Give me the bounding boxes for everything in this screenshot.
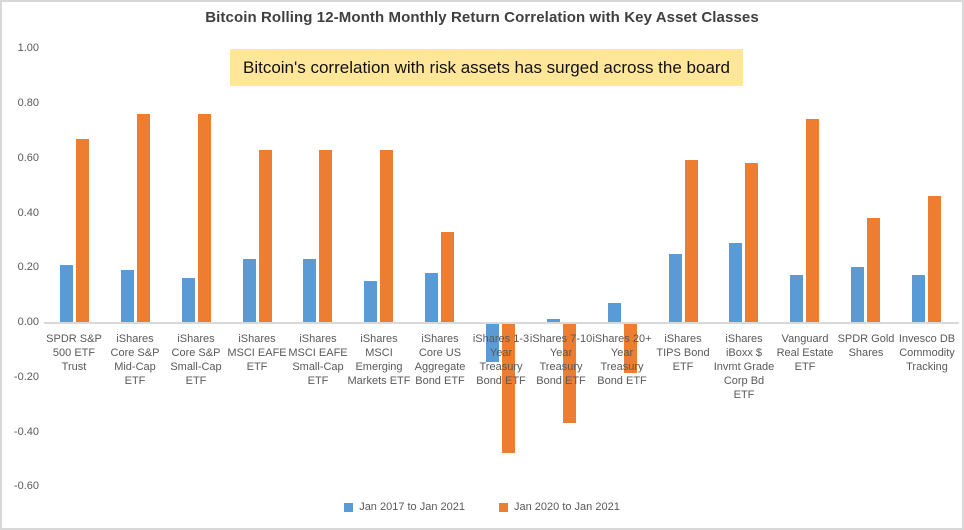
x-axis-category-label: iShares Core S&P Small-Cap ETF	[170, 333, 222, 388]
bar-series2	[928, 196, 941, 322]
x-axis-category-label: Vanguard Real Estate ETF	[776, 333, 834, 374]
legend-item: Jan 2020 to Jan 2021	[499, 501, 620, 513]
y-axis-tick-label: -0.60	[13, 480, 39, 493]
x-axis-category-label: iShares TIPS Bond ETF	[656, 333, 710, 374]
x-axis-category-label: iShares MSCI Emerging Markets ETF	[347, 333, 411, 388]
bar-series1	[729, 243, 742, 322]
bar-series1	[547, 319, 560, 322]
bar-series2	[198, 114, 211, 322]
bar-series2	[867, 218, 880, 322]
annotation-text: Bitcoin's correlation with risk assets h…	[242, 57, 731, 77]
bar-series2	[685, 160, 698, 322]
y-axis-tick-label: 0.20	[17, 261, 39, 274]
x-axis-category-label: iShares iBoxx $ Invmt Grade Corp Bd ETF	[713, 333, 775, 402]
bar-series1	[912, 275, 925, 322]
bar-series1	[121, 270, 134, 322]
bar-series1	[790, 275, 803, 322]
bar-series2	[502, 324, 515, 453]
legend-swatch-icon	[344, 502, 354, 512]
x-axis-category-label: iShares 1-3 Year Treasury Bond ETF	[472, 333, 530, 388]
chart-title: Bitcoin Rolling 12-Month Monthly Return …	[205, 9, 759, 26]
bar-series1	[669, 254, 682, 322]
y-axis-tick-label: -0.20	[13, 370, 39, 383]
legend: Jan 2017 to Jan 2021 Jan 2020 to Jan 2021	[2, 501, 962, 513]
y-axis-tick-label: 0.00	[17, 316, 39, 328]
bar-series2	[76, 139, 89, 322]
bar-series1	[364, 281, 377, 322]
bar-series2	[319, 150, 332, 322]
x-axis-category-label: iShares Core S&P Mid-Cap ETF	[110, 333, 160, 388]
legend-label: Jan 2017 to Jan 2021	[359, 501, 465, 513]
legend-item: Jan 2017 to Jan 2021	[344, 501, 465, 513]
y-axis-tick-label: 0.60	[17, 151, 39, 164]
bar-series2	[137, 114, 150, 322]
bar-series1	[60, 265, 73, 322]
bar-series1	[182, 278, 195, 322]
y-axis-tick-label: 1.00	[17, 42, 39, 55]
legend-label: Jan 2020 to Jan 2021	[514, 501, 620, 513]
bar-series2	[259, 150, 272, 322]
bar-series2	[745, 163, 758, 322]
x-axis-category-label: SPDR Gold Shares	[837, 333, 895, 360]
bar-series2	[380, 150, 393, 322]
bar-series1	[303, 259, 316, 322]
y-axis-tick-label: 0.80	[17, 97, 39, 109]
bar-series2	[563, 324, 576, 423]
bar-series1	[486, 324, 499, 362]
x-axis-category-label: iShares MSCI EAFE ETF	[227, 333, 287, 374]
bar-series1	[608, 303, 621, 322]
y-axis-tick-label: 0.40	[17, 206, 39, 219]
bar-series2	[806, 119, 819, 322]
x-axis-category-label: iShares 20+ Year Treasury Bond ETF	[592, 333, 652, 388]
annotation-box: Bitcoin's correlation with risk assets h…	[230, 49, 743, 86]
bar-series1	[425, 273, 438, 322]
x-axis-category-label: iShares 7-10 Year Treasury Bond ETF	[529, 333, 593, 388]
bar-series1	[243, 259, 256, 322]
x-axis-category-label: iShares Core US Aggregate Bond ETF	[414, 333, 466, 388]
x-axis-category-label: Invesco DB Commodity Tracking	[898, 333, 956, 374]
bar-series1	[851, 267, 864, 322]
x-axis-line	[44, 322, 959, 324]
y-axis-tick-label: -0.40	[13, 425, 39, 438]
bar-series2	[441, 232, 454, 322]
bar-series2	[624, 324, 637, 373]
x-axis-category-label: iShares MSCI EAFE Small-Cap ETF	[288, 333, 348, 388]
legend-swatch-icon	[499, 502, 508, 512]
x-axis-category-label: SPDR S&P 500 ETF Trust	[46, 333, 102, 374]
